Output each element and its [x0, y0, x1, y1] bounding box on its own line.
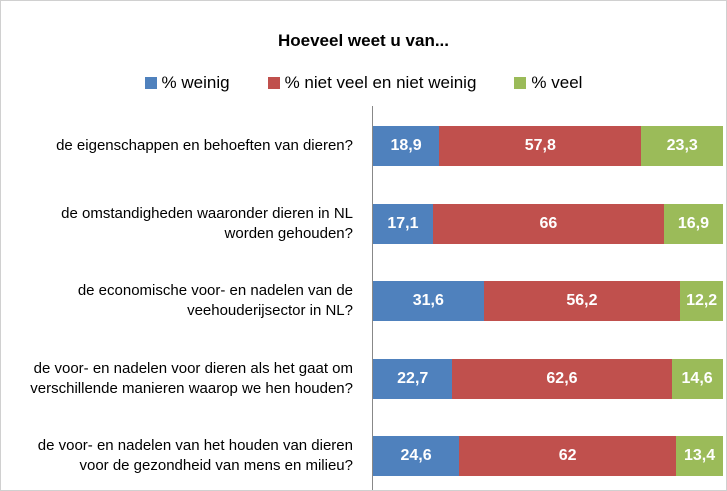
category-label: de economische voor- en nadelen van de v… [77, 282, 353, 319]
value-label: 22,7 [397, 369, 429, 387]
chart-title: Hoeveel weet u van... [277, 31, 449, 50]
legend-item: % niet veel en niet weinig [267, 73, 477, 93]
bar: 66 [432, 203, 664, 244]
legend-label: % weinig [161, 73, 230, 92]
value-label: 31,6 [412, 292, 444, 309]
bar: 22,7 [373, 358, 453, 399]
bar: 13,4 [676, 436, 723, 476]
bar: 14,6 [671, 358, 723, 399]
value-label: 18,9 [390, 137, 422, 154]
value-label: 17,1 [387, 214, 419, 232]
bar: 24,6 [373, 436, 460, 476]
bar: 23,3 [641, 126, 723, 166]
value-label: 24,6 [400, 447, 432, 464]
legend-label: % niet veel en niet weinig [284, 73, 477, 92]
bar: 31,6 [373, 281, 484, 321]
category-label: de eigenschappen en behoeften van dieren… [56, 137, 353, 154]
value-label: 62,6 [546, 369, 578, 387]
legend: % weinig % niet veel en niet weinig % veel [1, 73, 726, 93]
value-label: 57,8 [524, 137, 556, 154]
value-label: 16,9 [677, 214, 709, 232]
bar: 18,9 [373, 126, 440, 166]
bar: 62,6 [452, 358, 672, 399]
legend-swatch [267, 77, 280, 89]
bar: 12,2 [680, 281, 723, 321]
bar: 62 [459, 436, 677, 476]
category-label: de voor- en nadelen voor dieren als het … [30, 359, 353, 397]
value-label: 12,2 [686, 292, 718, 309]
value-label: 23,3 [666, 137, 698, 154]
bar: 57,8 [439, 126, 642, 166]
value-label: 13,4 [683, 447, 716, 464]
legend-item: % weinig [144, 73, 230, 93]
legend-swatch [144, 77, 157, 89]
legend-label: % veel [531, 73, 583, 92]
value-label: 14,6 [681, 369, 713, 387]
value-label: 56,2 [566, 292, 598, 309]
category-label: de omstandigheden waaronder dieren in NL… [61, 204, 353, 242]
bar: 56,2 [483, 281, 681, 321]
value-label: 62 [558, 447, 577, 464]
category-label: de voor- en nadelen van het houden van d… [37, 437, 353, 474]
axis-line [372, 106, 373, 490]
bar: 16,9 [663, 203, 723, 244]
legend-swatch [514, 77, 527, 89]
value-label: 66 [539, 214, 558, 232]
legend-item: % veel [514, 73, 582, 93]
bar: 17,1 [373, 203, 433, 244]
